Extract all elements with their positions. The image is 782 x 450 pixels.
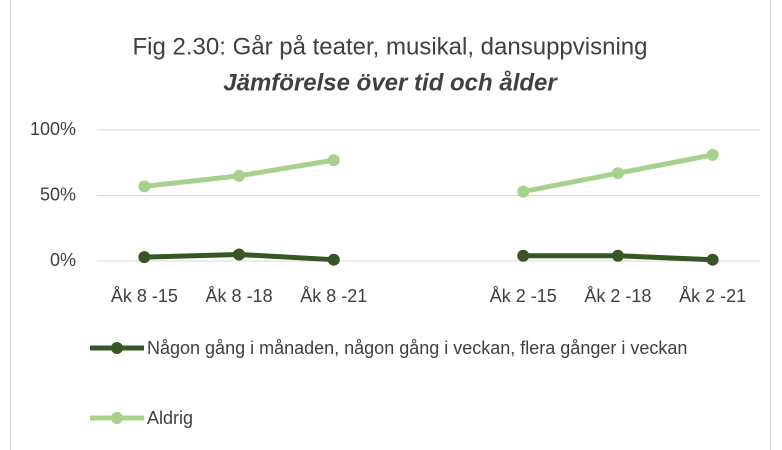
chart-border	[10, 0, 771, 450]
x-tick-label: Åk 2 -18	[584, 286, 651, 306]
data-point	[611, 249, 624, 262]
legend-marker	[111, 412, 123, 424]
legend-label: Någon gång i månaden, någon gång i vecka…	[147, 338, 688, 358]
series-line	[144, 251, 713, 263]
data-point	[517, 185, 530, 198]
x-tick-label: Åk 8 -15	[111, 286, 178, 306]
data-point	[327, 154, 340, 167]
x-tick-label: Åk 2 -21	[679, 286, 746, 306]
data-point	[517, 249, 530, 262]
data-point	[706, 253, 719, 266]
series-line	[144, 152, 714, 195]
chart-title: Fig 2.30: Går på teater, musikal, dansup…	[133, 33, 648, 60]
data-point	[327, 253, 340, 266]
data-point	[233, 248, 246, 261]
data-point	[138, 180, 151, 193]
y-tick-label: 0%	[50, 250, 76, 270]
legend-marker	[111, 342, 123, 354]
x-tick-label: Åk 8 -21	[300, 286, 367, 306]
y-tick-label: 100%	[30, 119, 76, 139]
y-tick-label: 50%	[40, 184, 76, 204]
data-point	[611, 167, 624, 180]
legend-label: Aldrig	[147, 408, 194, 428]
x-tick-label: Åk 8 -18	[206, 286, 273, 306]
x-tick-label: Åk 2 -15	[490, 286, 557, 306]
data-point	[706, 148, 719, 161]
data-point	[138, 251, 151, 264]
data-point	[233, 169, 246, 182]
chart-subtitle: Jämförelse över tid och ålder	[223, 69, 558, 96]
